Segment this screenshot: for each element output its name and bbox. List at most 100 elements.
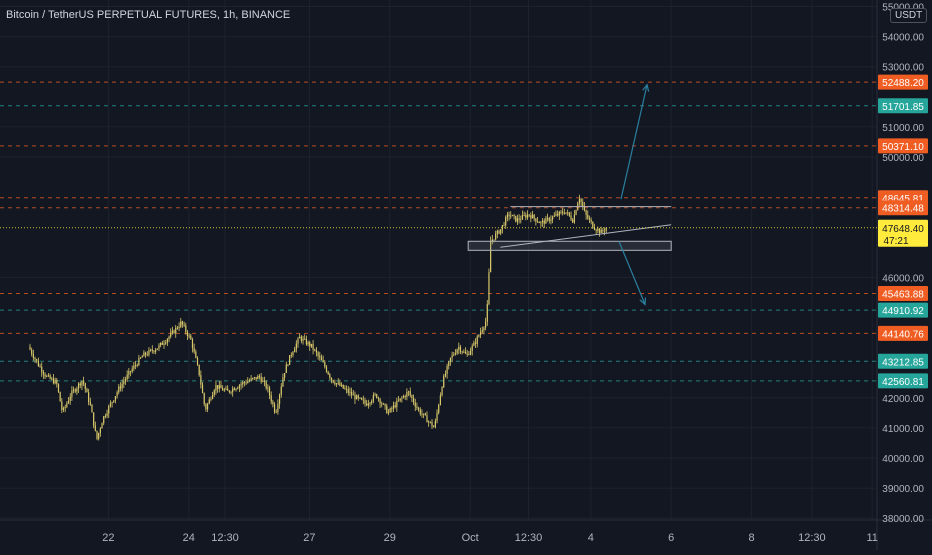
candle-body[interactable] — [218, 385, 220, 389]
candle-body[interactable] — [228, 390, 230, 393]
candle-body[interactable] — [426, 415, 428, 423]
candle-body[interactable] — [464, 351, 467, 354]
candle-body[interactable] — [278, 394, 281, 405]
candle-body[interactable] — [161, 342, 163, 345]
candle-body[interactable] — [354, 394, 356, 400]
candle-body[interactable] — [163, 343, 165, 345]
candle-body[interactable] — [458, 346, 460, 350]
candle-body[interactable] — [371, 400, 373, 403]
candle-body[interactable] — [190, 335, 192, 340]
candle-body[interactable] — [123, 381, 125, 384]
candle-body[interactable] — [583, 206, 586, 211]
candle-body[interactable] — [220, 385, 222, 389]
candle-body[interactable] — [59, 391, 61, 402]
candle-body[interactable] — [57, 383, 60, 392]
candle-body[interactable] — [299, 336, 301, 339]
candle-body[interactable] — [369, 402, 371, 404]
candle-body[interactable] — [300, 336, 302, 341]
candle-body[interactable] — [357, 395, 359, 398]
candle-body[interactable] — [289, 355, 291, 365]
candle-body[interactable] — [558, 211, 560, 216]
candle-body[interactable] — [66, 403, 68, 407]
candle-body[interactable] — [160, 342, 162, 346]
candle-body[interactable] — [198, 364, 200, 376]
candle-body[interactable] — [191, 339, 194, 349]
candle-body[interactable] — [86, 388, 88, 393]
candle-body[interactable] — [237, 388, 239, 389]
candle-body[interactable] — [235, 388, 237, 391]
candle-body[interactable] — [526, 214, 529, 218]
candle-body[interactable] — [267, 387, 269, 389]
candle-body[interactable] — [376, 394, 378, 398]
candle-body[interactable] — [404, 396, 406, 397]
candle-body[interactable] — [72, 389, 75, 391]
candle-body[interactable] — [285, 364, 287, 374]
candle-body[interactable] — [240, 384, 242, 386]
candle-body[interactable] — [247, 381, 249, 384]
candle-body[interactable] — [272, 401, 274, 405]
candle-body[interactable] — [419, 409, 421, 414]
candle-body[interactable] — [347, 389, 349, 393]
candle-body[interactable] — [557, 214, 559, 216]
candle-body[interactable] — [538, 222, 540, 224]
candle-body[interactable] — [570, 215, 572, 220]
candle-body[interactable] — [227, 388, 229, 391]
candle-body[interactable] — [243, 382, 246, 383]
candle-body[interactable] — [37, 360, 39, 367]
candle-body[interactable] — [322, 360, 324, 363]
candle-body[interactable] — [356, 395, 358, 400]
candle-body[interactable] — [575, 210, 577, 215]
candle-body[interactable] — [46, 375, 48, 377]
candle-body[interactable] — [304, 338, 306, 340]
candle-body[interactable] — [302, 338, 304, 341]
candle-body[interactable] — [528, 214, 530, 216]
candle-body[interactable] — [329, 374, 331, 378]
candle-body[interactable] — [284, 373, 286, 378]
candle-body[interactable] — [351, 391, 353, 396]
candle-body[interactable] — [335, 383, 338, 385]
candle-body[interactable] — [307, 342, 309, 345]
candle-body[interactable] — [315, 349, 318, 353]
candle-body[interactable] — [587, 214, 589, 219]
candle-body[interactable] — [94, 425, 96, 431]
ascending-trend-line[interactable] — [500, 224, 672, 248]
candle-body[interactable] — [126, 374, 128, 380]
candle-body[interactable] — [448, 361, 450, 367]
candle-body[interactable] — [61, 401, 63, 410]
candle-body[interactable] — [473, 342, 475, 346]
candle-body[interactable] — [168, 336, 170, 340]
candle-body[interactable] — [114, 396, 117, 401]
candle-body[interactable] — [461, 351, 463, 353]
candle-body[interactable] — [56, 379, 58, 384]
candle-body[interactable] — [36, 359, 38, 361]
candle-body[interactable] — [314, 349, 316, 351]
candle-body[interactable] — [485, 321, 487, 328]
candle-body[interactable] — [84, 383, 86, 389]
candle-body[interactable] — [253, 377, 256, 379]
candle-body[interactable] — [32, 354, 34, 358]
candle-body[interactable] — [287, 364, 289, 366]
candle-body[interactable] — [294, 349, 296, 353]
candle-body[interactable] — [128, 371, 130, 375]
candle-body[interactable] — [200, 375, 202, 385]
candle-body[interactable] — [146, 354, 148, 356]
candle-body[interactable] — [52, 378, 55, 384]
breakdown-arrow-down[interactable] — [618, 241, 646, 305]
candle-body[interactable] — [277, 404, 279, 412]
candle-body[interactable] — [453, 354, 455, 356]
candle-body[interactable] — [520, 219, 522, 221]
candle-body[interactable] — [93, 412, 95, 426]
candle-body[interactable] — [603, 230, 606, 232]
candle-body[interactable] — [309, 342, 311, 347]
candle-body[interactable] — [602, 229, 604, 231]
candle-body[interactable] — [143, 352, 145, 357]
candle-body[interactable] — [339, 382, 341, 386]
candle-body[interactable] — [39, 366, 41, 367]
candle-body[interactable] — [310, 343, 313, 347]
candle-body[interactable] — [412, 398, 415, 403]
candle-body[interactable] — [478, 335, 480, 337]
candle-body[interactable] — [366, 403, 368, 406]
candle-body[interactable] — [536, 221, 539, 223]
candle-body[interactable] — [101, 423, 103, 429]
